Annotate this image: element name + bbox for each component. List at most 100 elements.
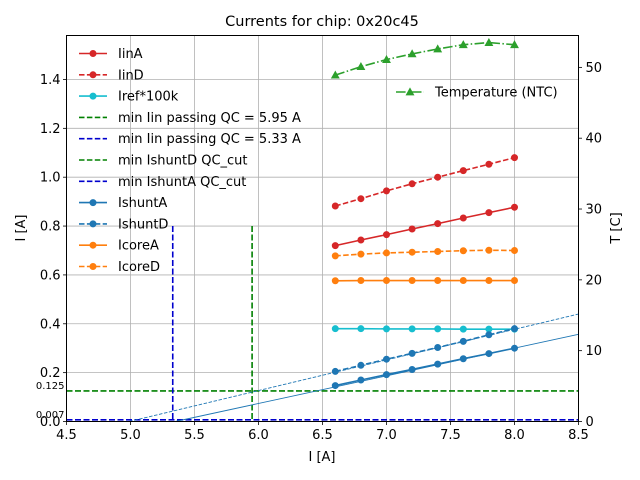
data-point-iref-100k xyxy=(485,325,493,333)
data-point-temperature-ntc xyxy=(510,40,519,49)
legend-item-icored: IcoreD xyxy=(79,260,160,275)
y2-tick-label: 50 xyxy=(586,61,603,76)
data-point-icored xyxy=(357,250,365,258)
data-point-icorea xyxy=(434,277,442,285)
x-tick-label: 8.5 xyxy=(568,428,589,443)
x-tick-label: 7.0 xyxy=(376,428,397,443)
reference-lines xyxy=(66,226,579,422)
x-tick-label: 5.0 xyxy=(120,428,141,443)
legend-item-temperature-ntc: Temperature (NTC) xyxy=(396,86,558,101)
legend-label: min Iin passing QC = 5.33 A xyxy=(118,132,301,147)
legend-item-iind: IinD xyxy=(79,68,144,83)
data-point-ishunta xyxy=(434,360,442,368)
data-point-iref-100k xyxy=(434,325,442,333)
data-point-temperature-ntc xyxy=(330,70,340,79)
series-icorea xyxy=(331,277,518,285)
data-point-iref-100k xyxy=(357,325,365,333)
y2-tick-label: 10 xyxy=(586,344,603,359)
x-axis-label: I [A] xyxy=(308,450,335,465)
legend-label: IinA xyxy=(118,47,143,62)
data-point-ishunta xyxy=(485,350,493,358)
data-point-iina xyxy=(331,242,339,250)
data-point-iina xyxy=(511,203,518,211)
series-ishunta xyxy=(331,344,518,390)
data-point-iref-100k xyxy=(459,325,467,333)
y2-tick-label: 0 xyxy=(586,415,594,430)
data-point-ishuntd xyxy=(331,367,339,375)
legend-item-min-ishuntd-qc-cut: min IshuntD QC_cut xyxy=(79,154,248,169)
legend-marker xyxy=(89,263,97,270)
data-point-temperature-ntc xyxy=(382,54,391,63)
y-tick-label: 0.6 xyxy=(40,268,61,283)
chart-title: Currents for chip: 0x20c45 xyxy=(225,14,419,30)
y-axis-ticks: 0.0 0.2 0.4 0.6 0.8 1.0 1.2 1.4 xyxy=(40,73,67,430)
series-line-ishuntd xyxy=(335,327,515,373)
data-point-ishuntd xyxy=(511,325,518,333)
y2-axis-ticks: 0 10 20 30 40 50 xyxy=(578,61,603,430)
data-point-iind xyxy=(383,187,390,195)
data-point-iref-100k xyxy=(383,325,390,333)
data-point-ishunta xyxy=(408,365,416,373)
data-point-iind xyxy=(357,195,365,203)
data-point-temperature-ntc xyxy=(356,62,366,71)
legend-label: IshuntA xyxy=(118,196,167,211)
data-point-temperature-ntc xyxy=(407,49,417,58)
legend-label: IcoreA xyxy=(118,239,159,254)
series-line-temperature-ntc xyxy=(335,41,515,76)
data-point-iind xyxy=(511,154,518,162)
data-point-icorea xyxy=(383,277,390,285)
data-point-icored xyxy=(383,249,390,257)
data-point-icorea xyxy=(459,277,467,285)
legend-label: Iref*100k xyxy=(118,90,179,105)
data-point-ishunta xyxy=(511,344,518,352)
data-point-icorea xyxy=(408,277,416,285)
legend-marker xyxy=(89,50,97,57)
legend-marker xyxy=(89,199,97,207)
series-temperature-ntc xyxy=(330,37,519,79)
x-tick-label: 6.0 xyxy=(248,428,269,443)
data-point-iind xyxy=(485,160,493,168)
series-line-ishunta xyxy=(335,347,515,387)
data-point-iind xyxy=(459,167,467,175)
data-point-temperature-ntc xyxy=(484,37,494,46)
legend-item-icorea: IcoreA xyxy=(79,239,159,254)
legend-marker xyxy=(405,87,415,96)
series-icored xyxy=(331,246,518,260)
data-point-icored xyxy=(459,247,467,255)
grid-lines xyxy=(66,35,579,422)
data-point-iind xyxy=(331,202,339,210)
data-point-icored xyxy=(485,246,493,254)
legend-label: IinD xyxy=(118,68,144,83)
y2-tick-label: 30 xyxy=(586,203,603,218)
data-point-iref-100k xyxy=(331,325,339,333)
legend-label: min Iin passing QC = 5.95 A xyxy=(118,111,301,126)
series-ishuntd xyxy=(331,325,518,375)
legend-item-ishunta: IshuntA xyxy=(79,196,167,211)
data-point-temperature-ntc xyxy=(433,44,443,53)
legend-marker xyxy=(89,220,97,228)
y2-axis-label: T [C] xyxy=(609,212,624,244)
data-point-icorea xyxy=(357,277,365,285)
data-point-ishuntd xyxy=(408,349,416,357)
hline-value-label: 0.125 xyxy=(36,381,65,392)
y2-tick-label: 40 xyxy=(586,132,603,147)
data-point-ishuntd xyxy=(383,355,390,363)
y-axis-label: I [A] xyxy=(14,214,29,241)
legend-marker xyxy=(89,92,97,100)
data-point-iind xyxy=(434,173,442,181)
legend-item-min-ishunta-qc-cut: min IshuntA QC_cut xyxy=(79,175,246,190)
legend-right: Temperature (NTC) xyxy=(396,86,558,101)
legend-label: IcoreD xyxy=(118,260,160,275)
legend-left: IinA IinD Iref*100k min Iin passing QC = 5.… xyxy=(79,47,301,275)
data-point-ishunta xyxy=(383,371,390,379)
series-line-iina xyxy=(335,206,515,247)
series-line-icored xyxy=(335,249,515,257)
legend-marker xyxy=(89,241,97,249)
x-tick-label: 6.5 xyxy=(312,428,333,443)
y-tick-label: 0.8 xyxy=(40,220,61,235)
data-point-ishuntd xyxy=(459,337,467,345)
data-point-iina xyxy=(408,225,416,233)
legend-item-iref-100k: Iref*100k xyxy=(79,90,179,105)
data-point-ishuntd xyxy=(357,361,365,369)
data-point-icored xyxy=(331,252,339,260)
